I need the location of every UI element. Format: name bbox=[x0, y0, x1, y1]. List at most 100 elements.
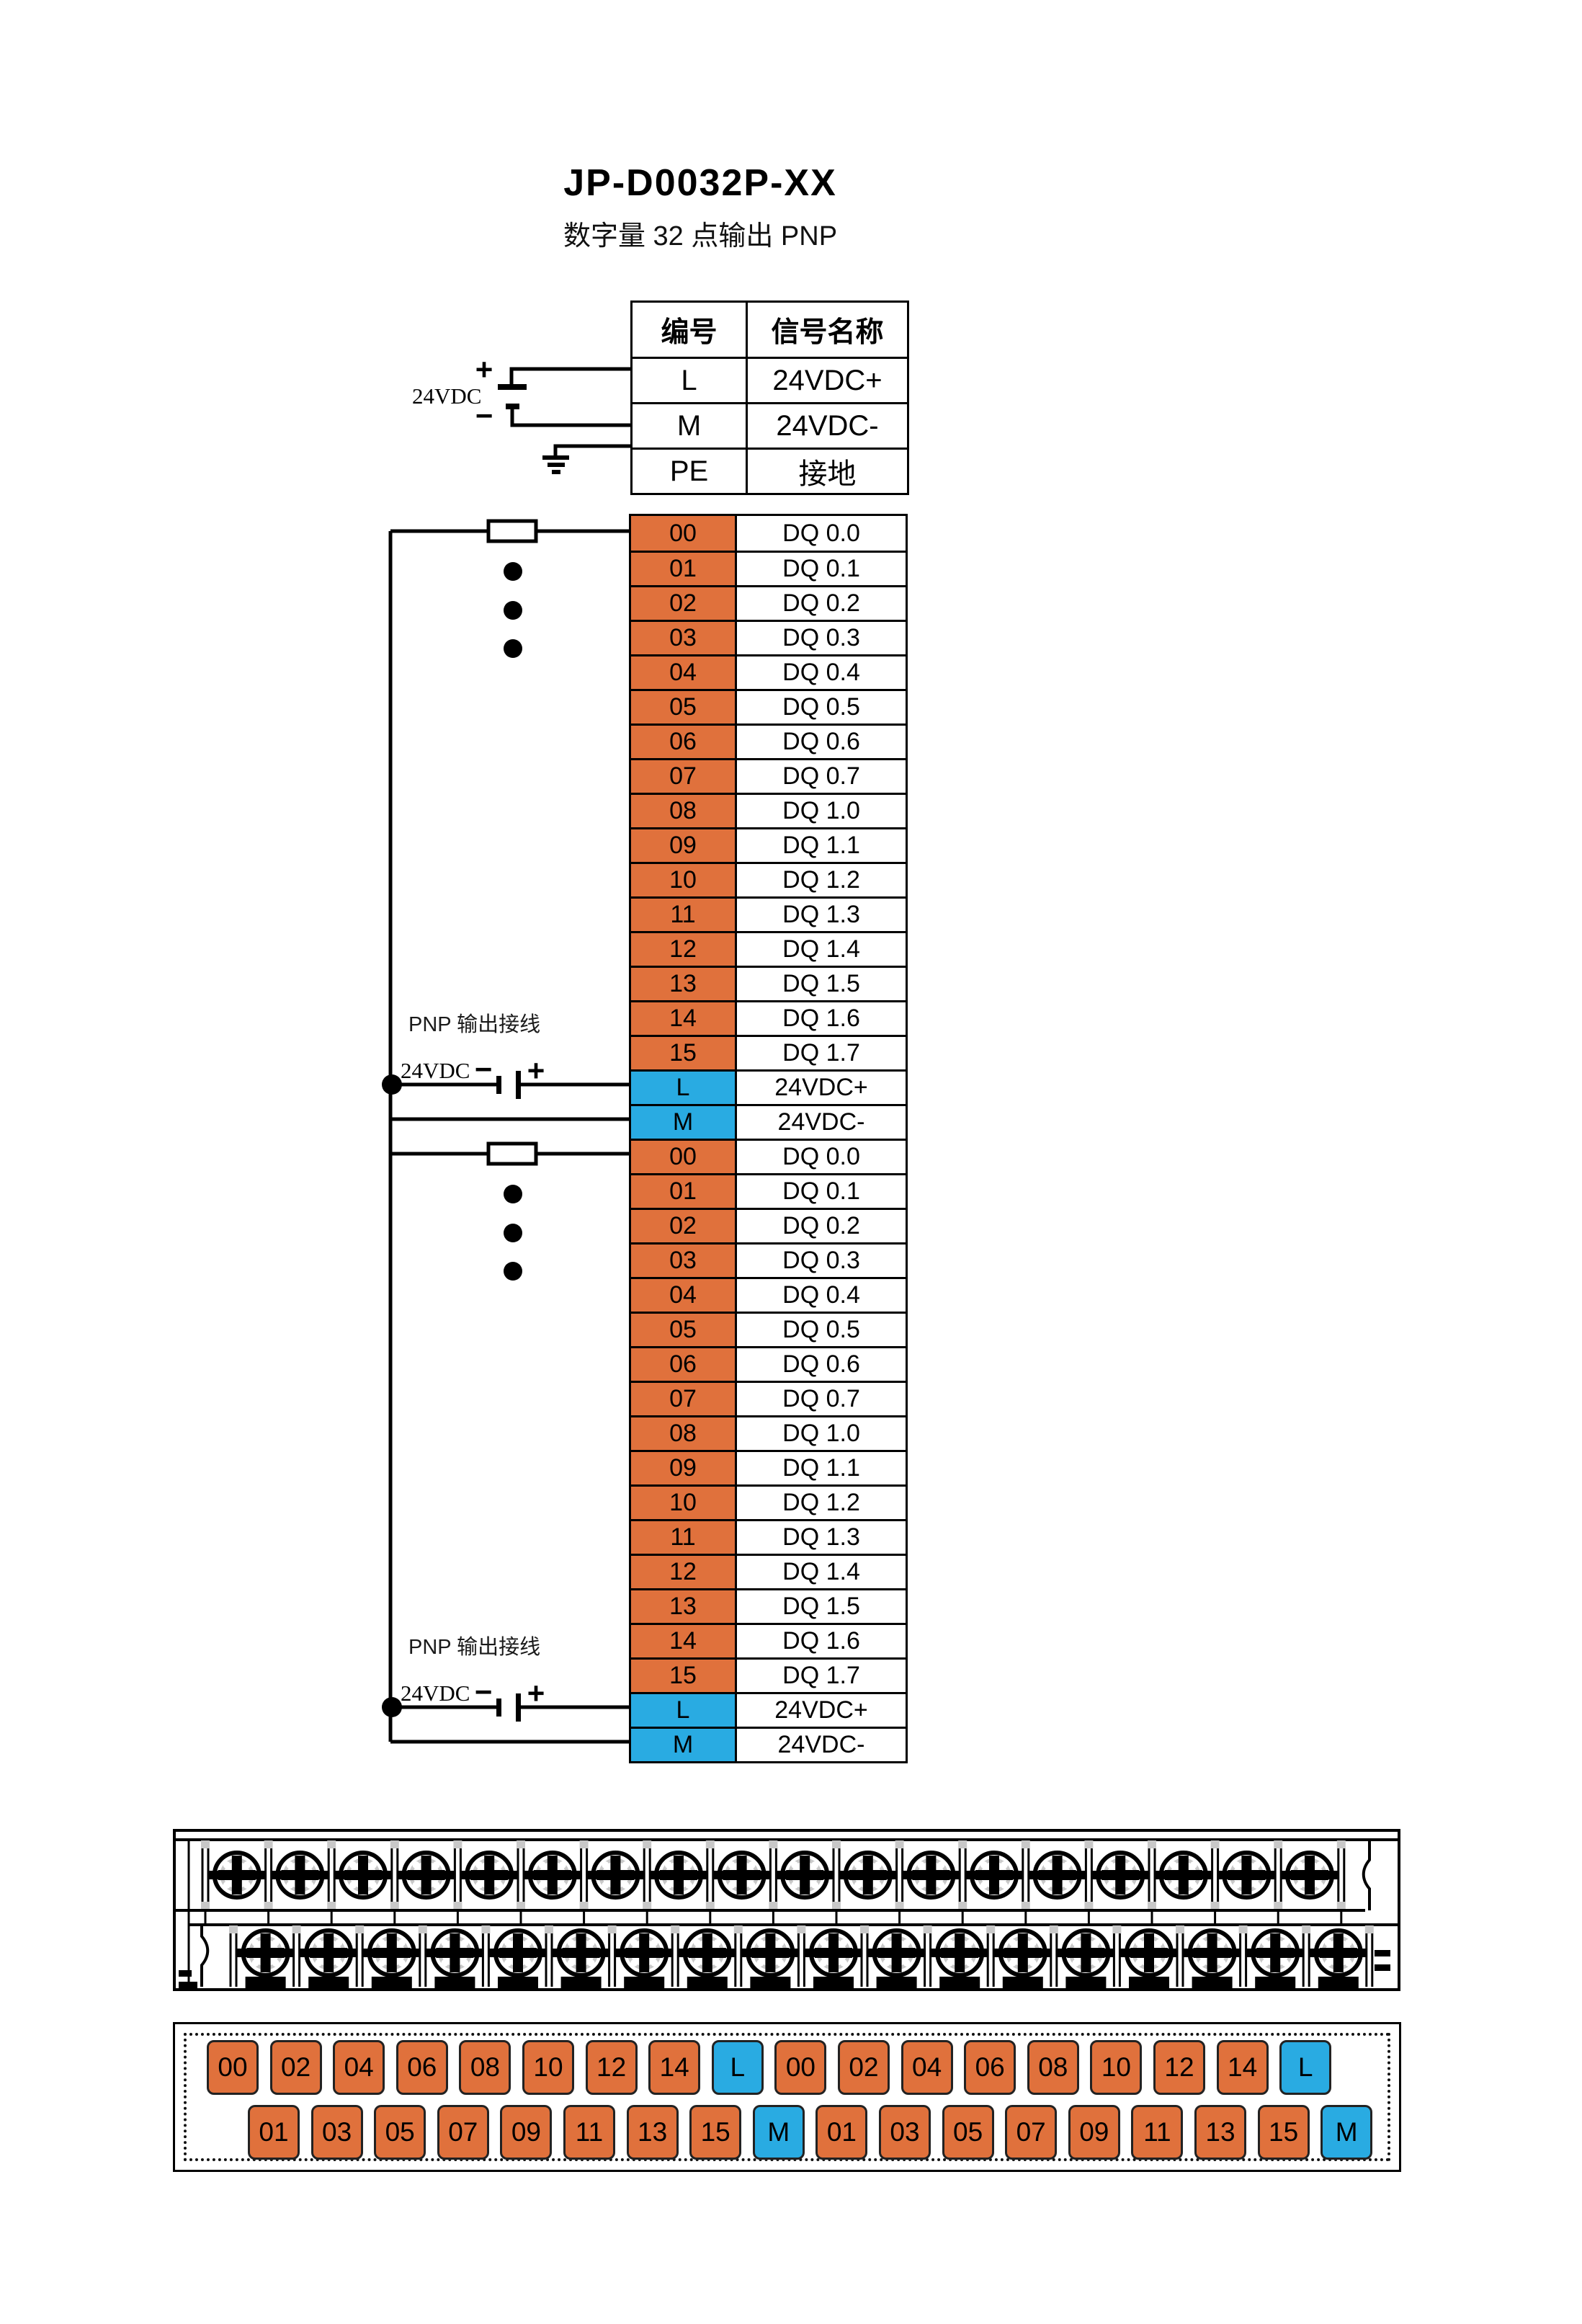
terminal-number-cell: 15 bbox=[631, 1660, 737, 1692]
signal-name-cell: DQ 0.7 bbox=[782, 762, 860, 790]
terminal-row: 01 DQ 0.1 bbox=[631, 551, 906, 585]
terminal-row: 12 DQ 1.4 bbox=[631, 931, 906, 966]
power-table-header: 编号 信号名称 bbox=[633, 303, 907, 357]
screw-terminal-icon bbox=[334, 1851, 392, 1900]
terminal-map-box: 03 bbox=[310, 2105, 363, 2160]
terminal-number-cell: 01 bbox=[631, 553, 737, 585]
minus-sign: − bbox=[474, 1675, 493, 1709]
terminal-map-box: 08 bbox=[1027, 2040, 1079, 2095]
terminal-row: 04 DQ 0.4 bbox=[631, 654, 906, 689]
terminal-map-box: 15 bbox=[1257, 2105, 1310, 2160]
signal-name-cell: DQ 0.4 bbox=[782, 1281, 860, 1309]
screw-terminal-icon bbox=[776, 1851, 834, 1900]
signal-name-cell: DQ 1.7 bbox=[782, 1039, 860, 1067]
screw-terminal-icon bbox=[586, 1851, 645, 1900]
terminal-number-cell: 12 bbox=[631, 1556, 737, 1588]
signal-name-cell: DQ 1.6 bbox=[782, 1627, 860, 1655]
terminal-row: M 24VDC- bbox=[631, 1104, 906, 1139]
screw-terminal-icon bbox=[271, 1851, 329, 1900]
signal-name-cell: DQ 0.2 bbox=[782, 589, 860, 617]
terminal-map-box: 11 bbox=[1131, 2105, 1184, 2160]
terminal-row: 00 DQ 0.0 bbox=[631, 516, 906, 551]
signal-name-cell: DQ 0.5 bbox=[782, 1316, 860, 1343]
signal-name-cell: 24VDC- bbox=[777, 1731, 865, 1758]
terminal-row: 05 DQ 0.5 bbox=[631, 689, 906, 724]
terminal-row: 08 DQ 1.0 bbox=[631, 1415, 906, 1450]
screw-terminal-icon bbox=[993, 1928, 1052, 1977]
supply-voltage-label: 24VDC bbox=[412, 383, 482, 409]
power-table-row: L 24VDC+ bbox=[633, 357, 907, 402]
terminal-map-box: 10 bbox=[1090, 2040, 1143, 2095]
screw-terminal-icon bbox=[362, 1928, 421, 1977]
terminal-number-cell: 11 bbox=[631, 1521, 737, 1554]
terminal-row: 14 DQ 1.6 bbox=[631, 1623, 906, 1657]
terminal-map-box: 09 bbox=[500, 2105, 553, 2160]
power-supply-wiring bbox=[509, 367, 631, 457]
terminal-row: 03 DQ 0.3 bbox=[631, 620, 906, 654]
terminal-row: 09 DQ 1.1 bbox=[631, 827, 906, 862]
latch-notch-left bbox=[200, 1925, 210, 1987]
ellipsis-dot bbox=[504, 639, 522, 658]
ground-symbol bbox=[542, 455, 569, 474]
terminal-map-box: 09 bbox=[1068, 2105, 1120, 2160]
signal-name-cell: DQ 0.4 bbox=[782, 659, 860, 686]
terminal-map-box: 05 bbox=[374, 2105, 426, 2160]
terminal-map-dotted-border bbox=[184, 2033, 1390, 2161]
terminal-row: 09 DQ 1.1 bbox=[631, 1450, 906, 1484]
screw-terminal-icon bbox=[426, 1928, 484, 1977]
terminal-number-cell: 05 bbox=[631, 1314, 737, 1346]
ellipsis-dot bbox=[504, 1224, 522, 1242]
signal-name-cell: DQ 1.7 bbox=[782, 1662, 860, 1689]
signal-name-cell: DQ 1.5 bbox=[782, 970, 860, 997]
signal-name-cell: 24VDC+ bbox=[774, 1074, 868, 1101]
terminal-number-cell: 11 bbox=[631, 899, 737, 931]
terminal-number-cell: 09 bbox=[631, 829, 737, 862]
terminal-map-box: 04 bbox=[901, 2040, 953, 2095]
terminal-number-cell: 10 bbox=[631, 1487, 737, 1519]
terminal-number-cell: M bbox=[631, 1729, 737, 1761]
plus-sign: + bbox=[527, 1054, 545, 1087]
signal-name-cell: DQ 0.0 bbox=[782, 519, 860, 547]
terminal-number-cell: 13 bbox=[631, 968, 737, 1000]
terminal-number-cell: 14 bbox=[631, 1002, 737, 1035]
terminal-number-cell: 03 bbox=[631, 1245, 737, 1277]
output-block2-symbols bbox=[382, 1185, 522, 1722]
terminal-map-box: 06 bbox=[964, 2040, 1016, 2095]
ellipsis-dot bbox=[504, 1185, 522, 1203]
terminal-number-cell: 15 bbox=[631, 1037, 737, 1069]
screw-terminal-icon bbox=[1309, 1928, 1367, 1977]
screw-terminal-icon bbox=[615, 1928, 674, 1977]
minus-sign: − bbox=[475, 399, 493, 432]
signal-name-cell: DQ 0.6 bbox=[782, 728, 860, 755]
terminal-map-box: 06 bbox=[396, 2040, 448, 2095]
screw-terminal-icon bbox=[712, 1851, 771, 1900]
signal-name-cell: DQ 1.0 bbox=[782, 797, 860, 824]
battery-minus-plate bbox=[506, 404, 519, 409]
terminal-number-cell: 07 bbox=[631, 1383, 737, 1415]
junction-dot bbox=[382, 1074, 402, 1095]
terminal-map-box: 13 bbox=[1194, 2105, 1246, 2160]
screw-terminal-icon bbox=[839, 1851, 897, 1900]
terminal-map-box: 01 bbox=[248, 2105, 300, 2160]
screw-terminal-icon bbox=[1154, 1851, 1212, 1900]
power-table-row: PE 接地 bbox=[633, 448, 907, 493]
terminal-number-cell: 04 bbox=[631, 656, 737, 689]
terminal-map-box: 12 bbox=[1153, 2040, 1205, 2095]
terminal-number-cell: 04 bbox=[631, 1279, 737, 1312]
signal-name-cell: DQ 1.4 bbox=[782, 1558, 860, 1585]
page-subtitle: 数字量 32 点输出 PNP bbox=[563, 221, 838, 251]
pnp-output-label-2: PNP 输出接线 bbox=[408, 1636, 541, 1659]
screw-terminal-icon bbox=[207, 1851, 266, 1900]
screw-terminal-icon bbox=[678, 1928, 736, 1977]
battery-minus-plate bbox=[496, 1699, 501, 1717]
terminal-map-box: 12 bbox=[585, 2040, 638, 2095]
battery-minus-plate bbox=[496, 1076, 501, 1094]
terminal-map-box: L bbox=[1279, 2040, 1332, 2095]
terminal-number-cell: L bbox=[631, 1072, 737, 1104]
battery-plus-plate bbox=[516, 1693, 521, 1722]
column-header-number: 编号 bbox=[633, 303, 748, 357]
screw-terminal-icon bbox=[523, 1851, 581, 1900]
signal-name-cell: DQ 0.0 bbox=[782, 1143, 860, 1170]
terminal-signal-table: 00 DQ 0.0 01 DQ 0.1 02 DQ 0.2 03 DQ 0.3 04 DQ 0.4… bbox=[629, 514, 908, 1763]
terminal-map-box: 14 bbox=[648, 2040, 701, 2095]
